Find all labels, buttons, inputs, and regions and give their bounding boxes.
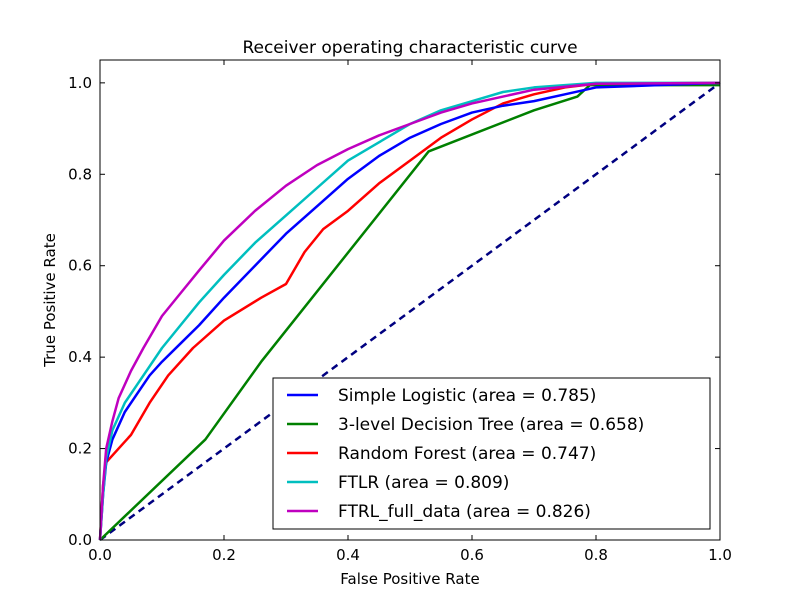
- x-tick-label: 0.6: [460, 546, 484, 564]
- legend-frame: [272, 377, 711, 530]
- x-tick-label: 1.0: [708, 546, 732, 564]
- y-tick-label: 0.0: [68, 531, 92, 549]
- y-tick-label: 0.4: [68, 348, 92, 366]
- series-line-chance: [99, 81, 721, 542]
- y-tick-label: 0.8: [68, 165, 92, 183]
- axis-ticks: 0.0 0.2 0.4 0.6 0.8 1.0 0.0 0.2 0.4 0.6 0.8 1.0: [68, 60, 732, 564]
- legend-label: Simple Logistic (area = 0.785): [338, 386, 596, 406]
- legend-label: Random Forest (area = 0.747): [338, 444, 596, 464]
- y-axis-label: True Positive Rate: [41, 233, 59, 368]
- plot-area: [98, 81, 721, 542]
- axes-frame: [99, 59, 721, 541]
- legend-label: 3-level Decision Tree (area = 0.658): [338, 415, 644, 435]
- legend-label: FTLR (area = 0.809): [338, 473, 509, 493]
- y-tick-label: 0.2: [68, 440, 92, 458]
- series-line-1: [99, 83, 720, 541]
- x-tick-label: 0.8: [584, 546, 608, 564]
- legend-label: FTRL_full_data (area = 0.826): [338, 502, 591, 522]
- y-tick-label: 1.0: [68, 74, 92, 92]
- x-tick-label: 0.2: [212, 546, 236, 564]
- legend: Simple Logistic (area = 0.785) 3-level De…: [272, 377, 711, 530]
- x-tick-label: 0.0: [88, 546, 112, 564]
- x-axis-label: False Positive Rate: [340, 570, 479, 588]
- x-tick-label: 0.4: [336, 546, 360, 564]
- chart-title: Receiver operating characteristic curve: [242, 38, 577, 58]
- y-tick-label: 0.6: [68, 257, 92, 275]
- series-line-4: [98, 81, 721, 541]
- series-line-3: [98, 81, 720, 541]
- series-line-2: [98, 81, 721, 541]
- series-line-0: [98, 81, 721, 541]
